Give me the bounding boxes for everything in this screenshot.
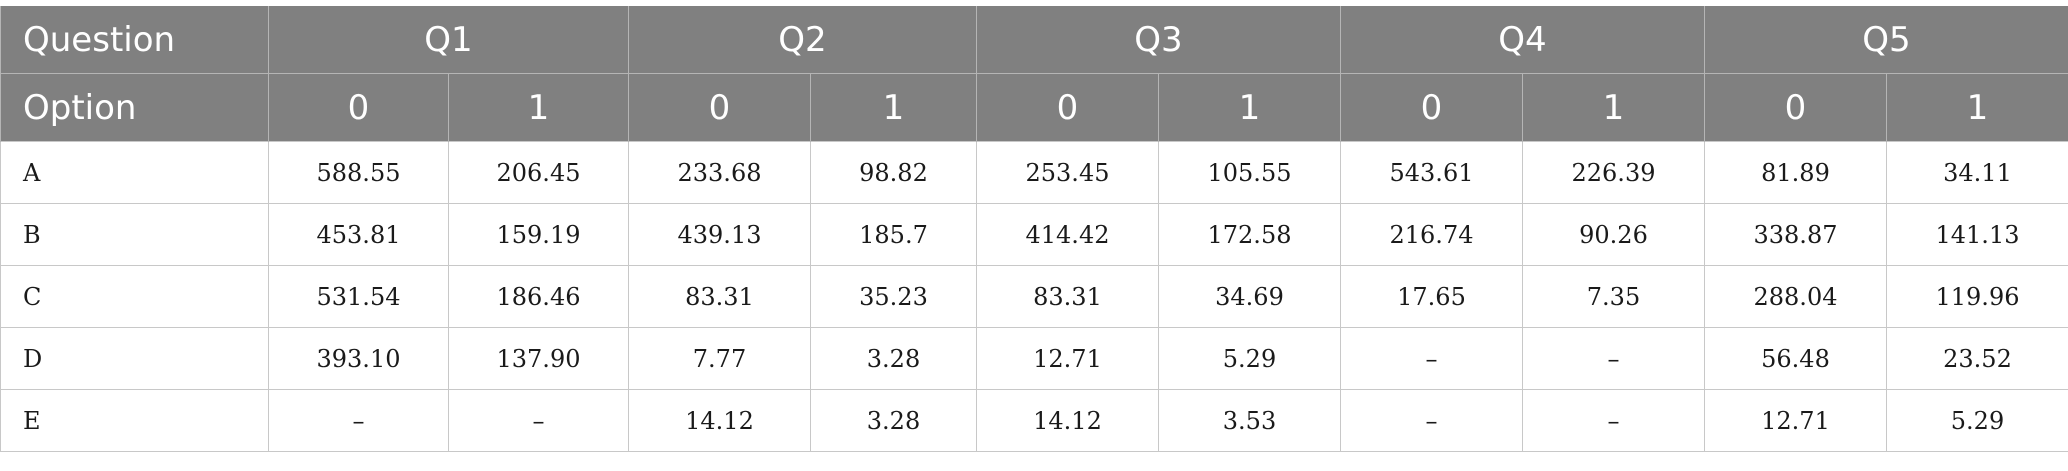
- table-cell: 14.12: [628, 389, 811, 452]
- response-table: Question Q1 Q2 Q3 Q4 Q5 Option 0 1 0 1 0…: [0, 6, 2068, 452]
- table-cell: 3.28: [810, 327, 977, 390]
- table-cell: 159.19: [448, 203, 629, 266]
- table-cell: 253.45: [976, 141, 1159, 204]
- table-cell: 3.53: [1158, 389, 1341, 452]
- table-cell: –: [268, 389, 449, 452]
- table-cell: 393.10: [268, 327, 449, 390]
- table-cell: 172.58: [1158, 203, 1341, 266]
- table-cell: –: [1340, 327, 1523, 390]
- option-header-cell: 0: [268, 73, 449, 142]
- table-cell: 588.55: [268, 141, 449, 204]
- table-row: D 393.10 137.90 7.77 3.28 12.71 5.29 – –…: [0, 327, 2068, 390]
- option-header-cell: 1: [1158, 73, 1341, 142]
- question-header-q4: Q4: [1340, 6, 1705, 74]
- table-cell: 137.90: [448, 327, 629, 390]
- question-header-row: Question Q1 Q2 Q3 Q4 Q5: [0, 6, 2068, 74]
- table-cell: 7.77: [628, 327, 811, 390]
- table-cell: –: [448, 389, 629, 452]
- table-cell: –: [1340, 389, 1523, 452]
- table-cell: 23.52: [1886, 327, 2068, 390]
- table-cell: 17.65: [1340, 265, 1523, 328]
- table-cell: 34.69: [1158, 265, 1341, 328]
- table-cell: 186.46: [448, 265, 629, 328]
- table-cell: 56.48: [1704, 327, 1887, 390]
- table-cell: 233.68: [628, 141, 811, 204]
- option-header-cell: 0: [628, 73, 811, 142]
- option-header-cell: 1: [1886, 73, 2068, 142]
- table-cell: 12.71: [1704, 389, 1887, 452]
- table-cell: 3.28: [810, 389, 977, 452]
- table-cell: 185.7: [810, 203, 977, 266]
- table-cell: 34.11: [1886, 141, 2068, 204]
- table-cell: 81.89: [1704, 141, 1887, 204]
- row-label: A: [0, 141, 269, 204]
- table-cell: 12.71: [976, 327, 1159, 390]
- question-header-q2: Q2: [628, 6, 977, 74]
- table-cell: 531.54: [268, 265, 449, 328]
- table-cell: –: [1522, 389, 1705, 452]
- option-header-cell: 1: [810, 73, 977, 142]
- table-cell: 7.35: [1522, 265, 1705, 328]
- question-header-label: Question: [0, 6, 269, 74]
- table-row: E – – 14.12 3.28 14.12 3.53 – – 12.71 5.…: [0, 389, 2068, 452]
- table-cell: 543.61: [1340, 141, 1523, 204]
- table-row: A 588.55 206.45 233.68 98.82 253.45 105.…: [0, 141, 2068, 204]
- table-cell: 5.29: [1158, 327, 1341, 390]
- option-header-cell: 1: [448, 73, 629, 142]
- row-label: B: [0, 203, 269, 266]
- option-header-row: Option 0 1 0 1 0 1 0 1 0 1: [0, 73, 2068, 142]
- table-cell: 414.42: [976, 203, 1159, 266]
- option-header-label: Option: [0, 73, 269, 142]
- table-cell: 14.12: [976, 389, 1159, 452]
- table-cell: 83.31: [976, 265, 1159, 328]
- table-cell: 141.13: [1886, 203, 2068, 266]
- table-cell: 439.13: [628, 203, 811, 266]
- row-label: D: [0, 327, 269, 390]
- table-cell: 90.26: [1522, 203, 1705, 266]
- option-header-cell: 0: [1340, 73, 1523, 142]
- table-body: A 588.55 206.45 233.68 98.82 253.45 105.…: [0, 141, 2068, 452]
- question-header-q3: Q3: [976, 6, 1341, 74]
- option-header-cell: 1: [1522, 73, 1705, 142]
- table-cell: –: [1522, 327, 1705, 390]
- option-header-cell: 0: [1704, 73, 1887, 142]
- table-row: C 531.54 186.46 83.31 35.23 83.31 34.69 …: [0, 265, 2068, 328]
- table-cell: 119.96: [1886, 265, 2068, 328]
- table-cell: 5.29: [1886, 389, 2068, 452]
- table-cell: 98.82: [810, 141, 977, 204]
- row-label: E: [0, 389, 269, 452]
- table-cell: 226.39: [1522, 141, 1705, 204]
- option-header-cell: 0: [976, 73, 1159, 142]
- table-cell: 83.31: [628, 265, 811, 328]
- table-cell: 288.04: [1704, 265, 1887, 328]
- table-cell: 105.55: [1158, 141, 1341, 204]
- question-header-q1: Q1: [268, 6, 629, 74]
- table-cell: 216.74: [1340, 203, 1523, 266]
- question-header-q5: Q5: [1704, 6, 2068, 74]
- data-table-container: Question Q1 Q2 Q3 Q4 Q5 Option 0 1 0 1 0…: [0, 6, 2068, 452]
- table-row: B 453.81 159.19 439.13 185.7 414.42 172.…: [0, 203, 2068, 266]
- table-cell: 453.81: [268, 203, 449, 266]
- table-cell: 338.87: [1704, 203, 1887, 266]
- table-cell: 35.23: [810, 265, 977, 328]
- table-header: Question Q1 Q2 Q3 Q4 Q5 Option 0 1 0 1 0…: [0, 6, 2068, 142]
- row-label: C: [0, 265, 269, 328]
- table-cell: 206.45: [448, 141, 629, 204]
